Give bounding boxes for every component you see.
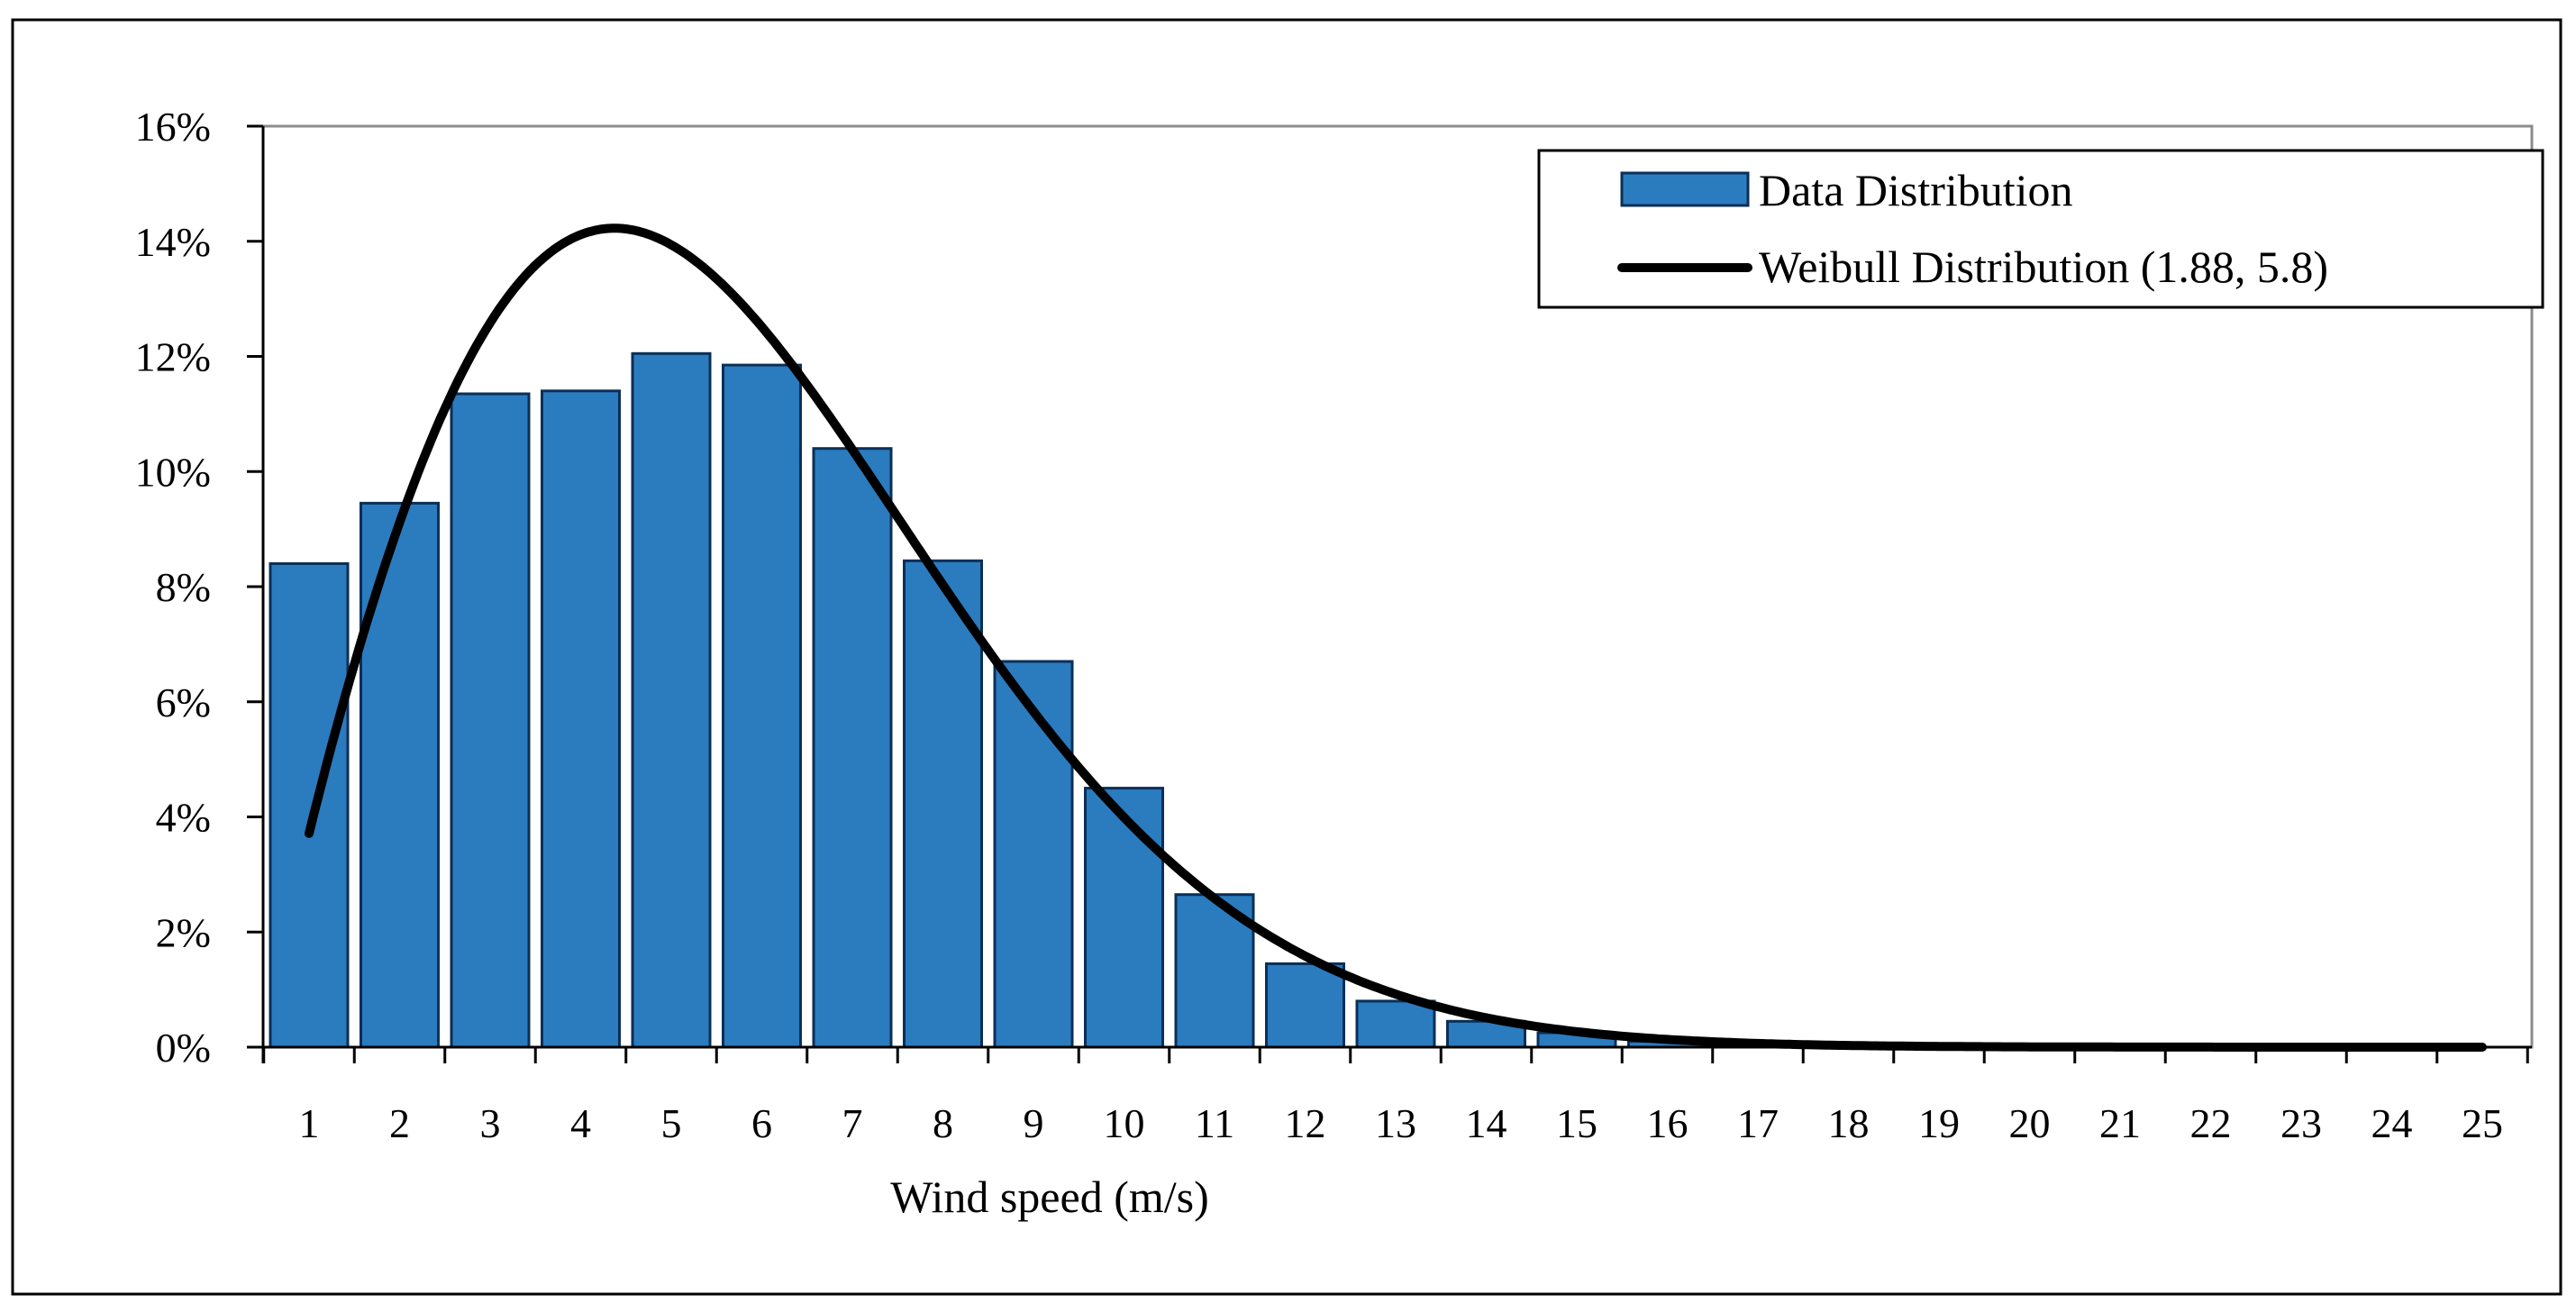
x-tick-label: 9 bbox=[1024, 1100, 1044, 1146]
bar-2 bbox=[360, 501, 440, 1049]
y-tick-label: 14% bbox=[135, 219, 211, 265]
bar-9 bbox=[993, 660, 1074, 1049]
x-tick-label: 2 bbox=[389, 1100, 410, 1146]
x-tick-label: 4 bbox=[570, 1100, 591, 1146]
bar-7 bbox=[812, 447, 893, 1049]
bar-8 bbox=[903, 559, 983, 1049]
y-tick-label: 4% bbox=[156, 795, 211, 841]
y-tick-label: 16% bbox=[135, 104, 211, 150]
x-tick-label: 23 bbox=[2280, 1100, 2322, 1146]
bar-10 bbox=[1084, 787, 1164, 1049]
bar-1 bbox=[269, 561, 350, 1049]
x-tick-label: 11 bbox=[1195, 1100, 1234, 1146]
bar-5 bbox=[631, 351, 712, 1049]
x-tick-label: 13 bbox=[1375, 1100, 1416, 1146]
y-tick-label: 12% bbox=[135, 334, 211, 380]
x-tick-label: 24 bbox=[2371, 1100, 2413, 1146]
y-tick-label: 0% bbox=[156, 1025, 211, 1071]
x-tick-label: 15 bbox=[1556, 1100, 1597, 1146]
bar-12 bbox=[1265, 962, 1345, 1049]
x-tick-label: 10 bbox=[1104, 1100, 1145, 1146]
x-tick-label: 7 bbox=[842, 1100, 863, 1146]
x-tick-label: 16 bbox=[1647, 1100, 1689, 1146]
x-tick-label: 17 bbox=[1737, 1100, 1779, 1146]
x-tick-label: 1 bbox=[299, 1100, 320, 1146]
y-tick-label: 2% bbox=[156, 909, 211, 955]
legend-bar-swatch bbox=[1620, 171, 1750, 207]
axes-layer: 0%2%4%6%8%10%12%14%16%1 2 3 4 5 6 7 8 9 10 11 12 13 1… bbox=[135, 104, 2532, 1146]
x-tick-label: 22 bbox=[2190, 1100, 2232, 1146]
x-tick-label: 19 bbox=[1918, 1100, 1960, 1146]
x-tick-label: 14 bbox=[1466, 1100, 1507, 1146]
x-tick-label: 25 bbox=[2462, 1100, 2503, 1146]
y-tick-label: 6% bbox=[156, 679, 211, 725]
x-axis-title: Wind speed (m/s) bbox=[890, 1172, 1208, 1222]
bar-4 bbox=[541, 389, 621, 1049]
x-tick-label: 20 bbox=[2009, 1100, 2051, 1146]
bar-13 bbox=[1355, 999, 1436, 1049]
x-tick-label: 8 bbox=[933, 1100, 953, 1146]
bar-3 bbox=[450, 392, 531, 1049]
y-tick-label: 8% bbox=[156, 564, 211, 610]
x-tick-label: 21 bbox=[2099, 1100, 2141, 1146]
x-tick-label: 6 bbox=[751, 1100, 772, 1146]
y-tick-label: 10% bbox=[135, 449, 211, 495]
bar-6 bbox=[722, 363, 802, 1049]
legend: Data Distribution Weibull Distribution (… bbox=[1537, 149, 2544, 309]
x-tick-label: 18 bbox=[1828, 1100, 1870, 1146]
x-tick-label: 12 bbox=[1285, 1100, 1326, 1146]
x-tick-label: 3 bbox=[480, 1100, 501, 1146]
x-tick-label: 5 bbox=[661, 1100, 682, 1146]
legend-line-label: Weibull Distribution (1.88, 5.8) bbox=[1759, 242, 2328, 292]
legend-bar-label: Data Distribution bbox=[1759, 165, 2073, 215]
